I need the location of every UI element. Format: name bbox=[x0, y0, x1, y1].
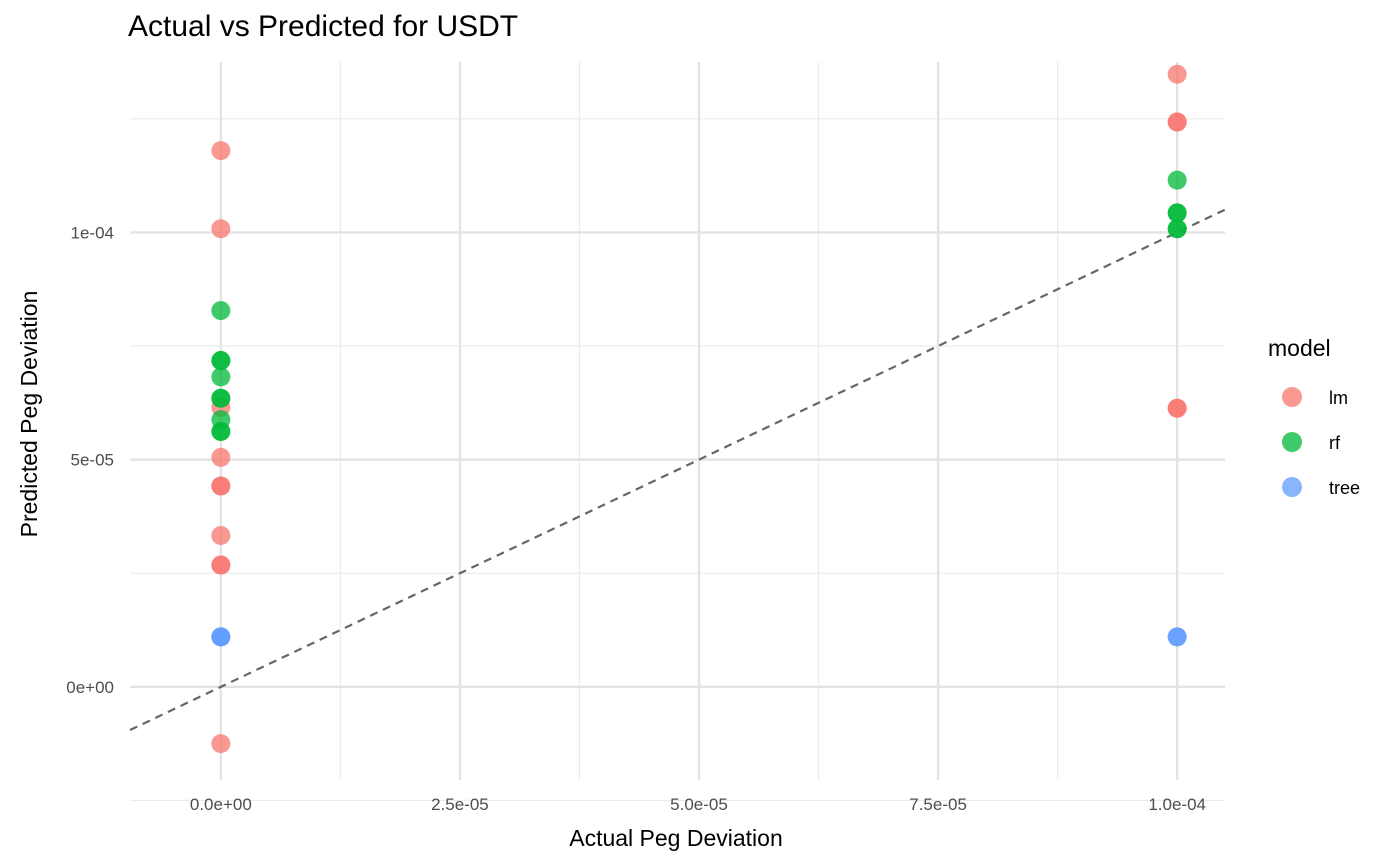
major-gridlines bbox=[130, 62, 1225, 780]
legend-title: model bbox=[1268, 335, 1331, 361]
minor-gridlines bbox=[130, 62, 1225, 802]
legend: model lm rf tree bbox=[1268, 335, 1360, 498]
data-point-rf bbox=[211, 388, 231, 408]
legend-label-lm: lm bbox=[1329, 388, 1348, 408]
data-point-rf bbox=[211, 351, 231, 371]
data-point-rf bbox=[211, 367, 231, 387]
data-point-lm bbox=[1167, 64, 1187, 84]
data-point-rf bbox=[211, 301, 231, 321]
x-tick-label: 7.5e-05 bbox=[909, 795, 967, 814]
y-tick-labels: 0e+00 5e-05 1e-04 bbox=[66, 223, 114, 696]
data-point-rf bbox=[1167, 203, 1187, 223]
data-point-rf bbox=[1167, 170, 1187, 190]
x-tick-labels: 0.0e+00 2.5e-05 5.0e-05 7.5e-05 1.0e-04 bbox=[190, 795, 1206, 814]
data-point-lm bbox=[211, 476, 231, 496]
x-tick-label: 1.0e-04 bbox=[1148, 795, 1206, 814]
data-point-lm bbox=[211, 734, 231, 754]
data-point-lm bbox=[1167, 398, 1187, 418]
data-point-lm bbox=[211, 219, 231, 239]
legend-label-tree: tree bbox=[1329, 478, 1360, 498]
data-point-rf bbox=[1167, 219, 1187, 239]
data-point-tree bbox=[211, 627, 231, 647]
legend-key-lm bbox=[1282, 387, 1302, 407]
y-tick-label: 5e-05 bbox=[71, 451, 114, 470]
data-point-lm bbox=[211, 555, 231, 575]
data-point-lm bbox=[1167, 112, 1187, 132]
legend-label-rf: rf bbox=[1329, 433, 1341, 453]
y-axis-title: Predicted Peg Deviation bbox=[16, 291, 42, 538]
reference-line-group bbox=[129, 208, 1226, 732]
data-point-lm bbox=[211, 447, 231, 467]
data-point-tree bbox=[1167, 627, 1187, 647]
legend-key-rf bbox=[1282, 432, 1302, 452]
x-tick-label: 5.0e-05 bbox=[670, 795, 728, 814]
y-tick-label: 1e-04 bbox=[71, 223, 114, 242]
chart-title: Actual vs Predicted for USDT bbox=[128, 10, 519, 43]
data-point-rf bbox=[211, 421, 231, 441]
data-point-lm bbox=[211, 526, 231, 546]
data-point-lm bbox=[211, 141, 231, 161]
data-points bbox=[211, 64, 1187, 754]
legend-key-tree bbox=[1282, 477, 1302, 497]
y-tick-label: 0e+00 bbox=[66, 678, 114, 697]
x-tick-label: 0.0e+00 bbox=[190, 795, 252, 814]
identity-reference-line bbox=[129, 208, 1226, 732]
x-tick-label: 2.5e-05 bbox=[431, 795, 489, 814]
x-axis-title: Actual Peg Deviation bbox=[569, 825, 783, 851]
